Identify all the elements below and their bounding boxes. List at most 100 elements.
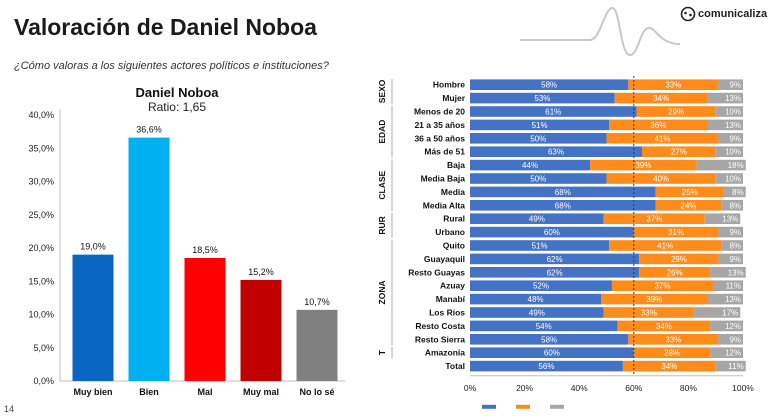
stacked-segment [609, 119, 708, 131]
segment-value-label: 10% [725, 175, 741, 184]
segment-value-label: 8% [732, 188, 744, 197]
stacked-segment [641, 146, 716, 157]
row-label: Menos de 20 [414, 107, 465, 117]
segment-value-label: 49% [529, 309, 545, 318]
stacked-segment [470, 280, 612, 291]
row-label: Quito [443, 241, 465, 251]
bar-value-label: 18,5% [192, 245, 218, 255]
x-tick-label: Bien [139, 387, 159, 397]
segment-value-label: 13% [725, 121, 741, 130]
row-label: Los Ríos [429, 308, 465, 318]
y-tick-label: 20,0% [28, 243, 54, 253]
segment-value-label: 9% [729, 134, 741, 143]
row-label: Media Alta [423, 200, 465, 210]
stacked-segment [470, 92, 615, 104]
row-label: Hombre [433, 80, 465, 90]
stacked-segment [622, 360, 716, 372]
segment-value-label: 44% [522, 161, 538, 170]
row-label: Guayaquil [424, 254, 465, 264]
stacked-segment [704, 213, 741, 224]
stacked-segment [696, 159, 746, 171]
group-label: T [377, 349, 387, 355]
segment-value-label: 26% [667, 268, 683, 277]
stacked-segment [470, 320, 618, 332]
segment-value-label: 60% [544, 349, 560, 358]
x-tick-label: 100% [732, 383, 754, 393]
stacked-segment [707, 293, 743, 305]
x-tick-label: 80% [680, 383, 697, 393]
stacked-segment [617, 320, 711, 332]
row-label: Manabí [436, 294, 466, 304]
row-label: Baja [447, 160, 465, 170]
y-tick-label: 10,0% [28, 310, 54, 320]
segment-value-label: 40% [653, 175, 669, 184]
row-label: Media [441, 187, 465, 197]
stacked-segment [470, 119, 610, 131]
bar-value-label: 19,0% [80, 242, 106, 252]
stacked-segment [639, 267, 711, 278]
stacked-segment [636, 106, 716, 117]
stacked-segment [470, 347, 634, 358]
bar [128, 137, 170, 381]
stacked-segment [470, 106, 637, 117]
stacked-segment [693, 307, 741, 318]
segment-value-label: 68% [555, 201, 571, 210]
y-tick-label: 25,0% [28, 210, 54, 220]
stacked-segment [721, 240, 743, 251]
segment-value-label: 11% [726, 282, 741, 291]
segment-stacked-bar-chart: Hombre 58% 33% 9% Mujer 53% 34% 13% Menos de 20 6… [377, 76, 754, 409]
stacked-segment [723, 186, 746, 198]
group-label: EDAD [377, 120, 387, 144]
segment-value-label: 18% [728, 161, 744, 170]
segment-value-label: 48% [528, 295, 544, 304]
x-tick-label: Mal [197, 387, 212, 397]
page-title: Valoración de Daniel Noboa [14, 14, 317, 40]
bar [296, 309, 338, 381]
stacked-segment [707, 119, 743, 131]
stacked-segment [710, 320, 743, 332]
row-label: Urbano [435, 227, 465, 237]
stacked-segment [470, 79, 629, 90]
segment-value-label: 24% [680, 201, 696, 210]
segment-value-label: 28% [664, 349, 680, 358]
stacked-segment [470, 267, 640, 278]
segment-value-label: 41% [654, 134, 670, 143]
stacked-segment [470, 200, 656, 211]
segment-value-label: 8% [729, 242, 741, 251]
row-label: Resto Sierra [415, 334, 465, 344]
x-tick-label: 60% [625, 383, 642, 393]
stacked-segment [639, 253, 719, 265]
stacked-segment [470, 240, 610, 251]
stacked-segment [470, 360, 623, 372]
row-label: Resto Guayas [408, 267, 465, 277]
stacked-segment [470, 173, 607, 184]
row-label: Azuay [440, 281, 465, 291]
stacked-segment [606, 173, 716, 184]
logo-icon [680, 6, 696, 22]
row-label: 21 a 35 años [414, 120, 465, 130]
stacked-segment [601, 293, 708, 305]
stacked-segment [470, 253, 640, 265]
x-tick-label: 20% [516, 383, 533, 393]
y-tick-label: 0,0% [33, 376, 54, 386]
segment-value-label: 10% [725, 148, 741, 157]
stacked-segment [633, 347, 711, 358]
stacked-segment [470, 186, 656, 198]
segment-value-label: 54% [536, 322, 552, 331]
stacked-segment [470, 334, 629, 345]
segment-value-label: 8% [729, 201, 741, 210]
stacked-segment [470, 226, 634, 238]
segment-value-label: 13% [725, 295, 741, 304]
segment-value-label: 31% [668, 228, 684, 237]
segment-value-label: 37% [654, 282, 670, 291]
stacked-segment [633, 226, 719, 238]
row-label: Media Baja [421, 174, 466, 184]
segment-value-label: 53% [534, 94, 550, 103]
stacked-segment [614, 92, 708, 104]
stacked-segment [470, 307, 604, 318]
stacked-segment [718, 334, 743, 345]
chart-subtitle: Ratio: 1,65 [148, 100, 206, 114]
stacked-segment [590, 159, 697, 171]
legend-swatch [516, 404, 530, 409]
